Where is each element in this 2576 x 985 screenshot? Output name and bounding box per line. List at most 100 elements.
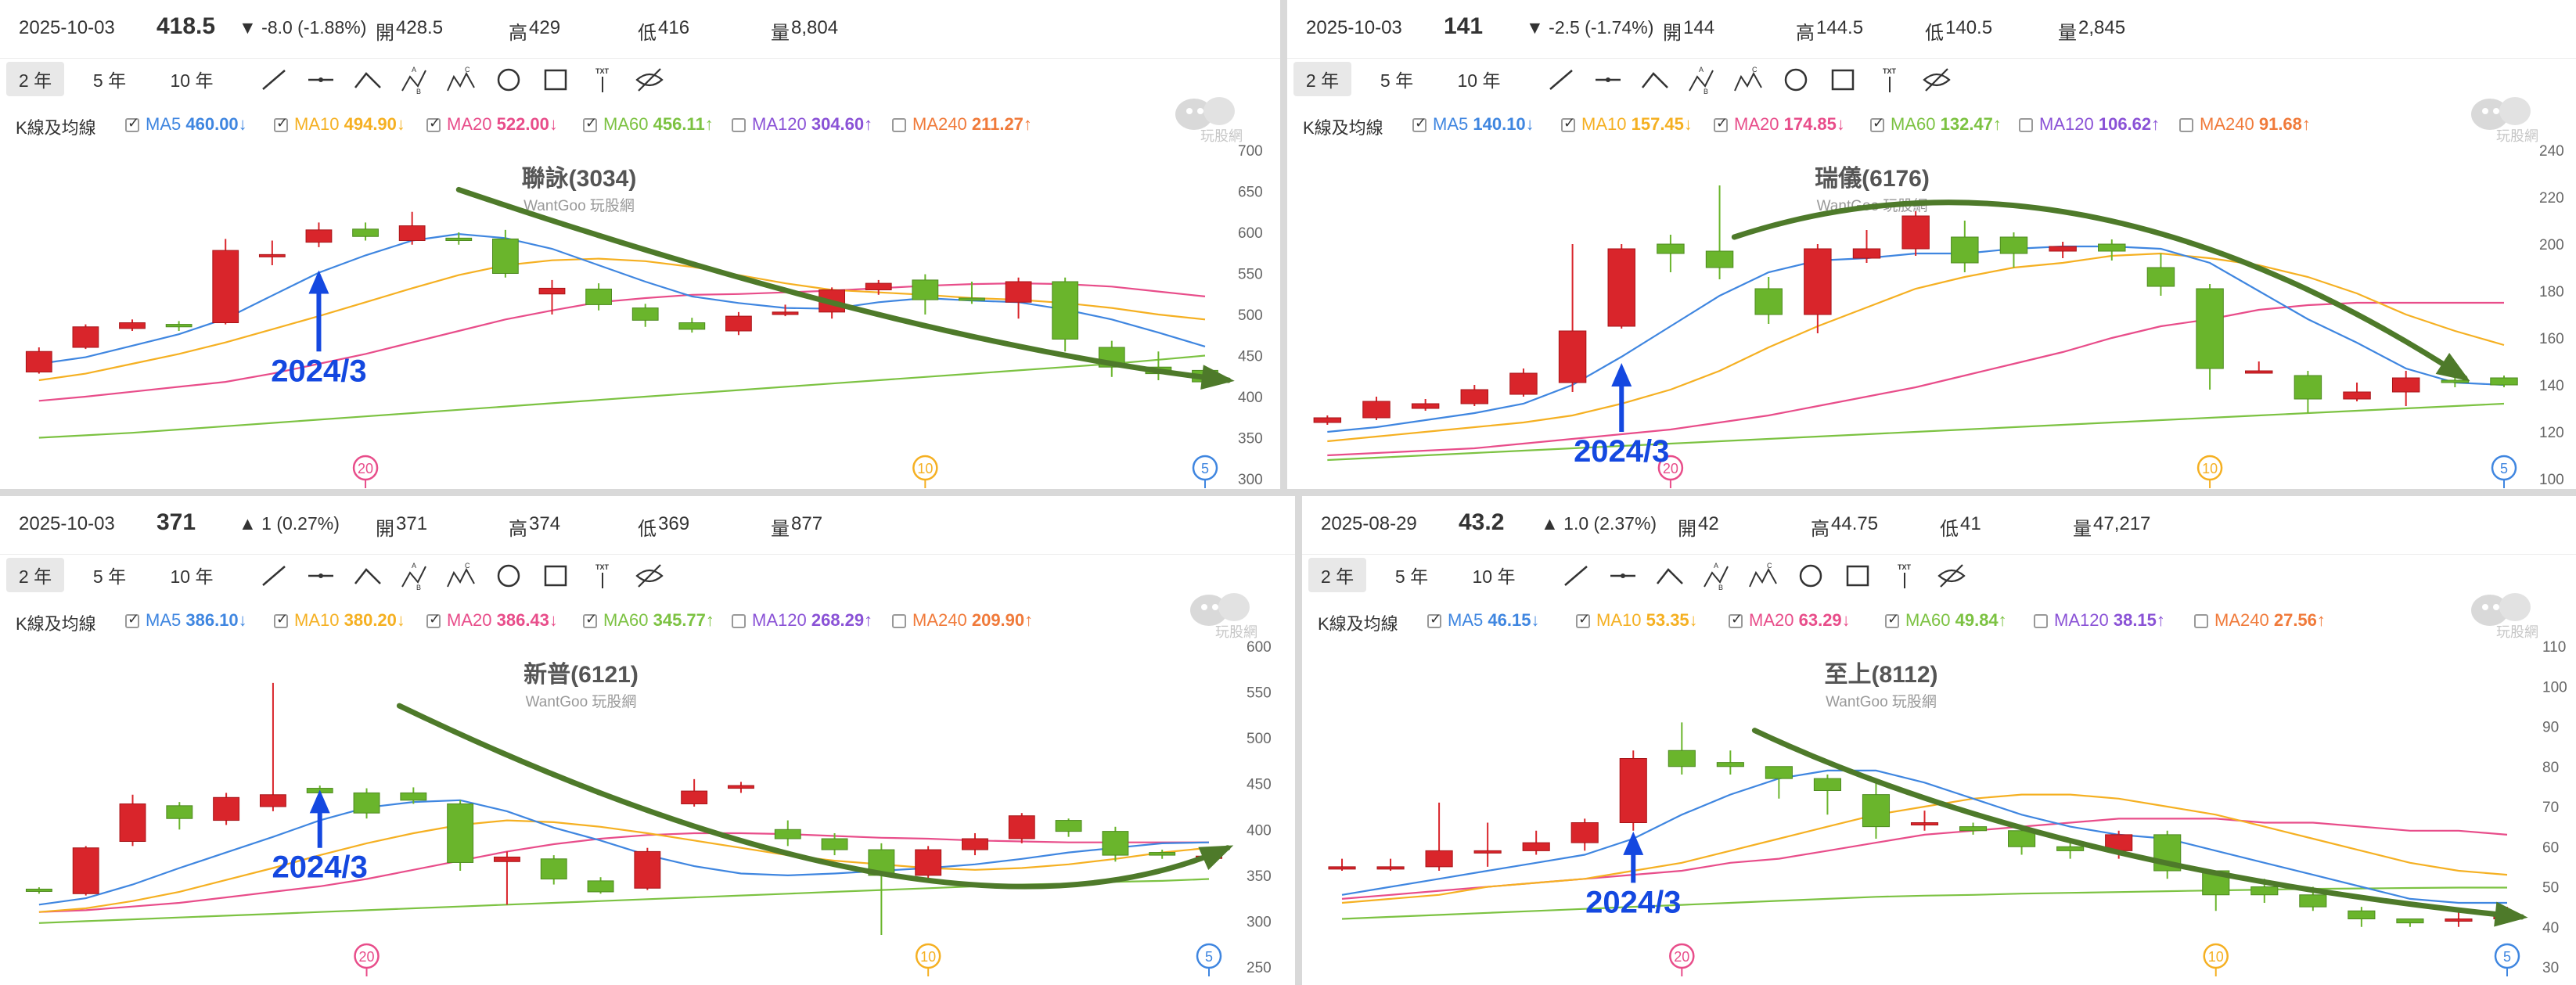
range-button[interactable]: 10 年 (1472, 566, 1516, 587)
angle-tool-icon[interactable] (1639, 64, 1671, 95)
ma-toggle-ma120[interactable]: MA120 304.60↑ (732, 114, 872, 135)
ma-toggle-ma60[interactable]: MA60 49.84↑ (1885, 610, 2007, 631)
hide-drawings-icon[interactable] (1921, 64, 1952, 95)
line-tool-icon[interactable] (258, 560, 290, 591)
ma-toggle-ma60[interactable]: MA60 456.11↑ (583, 114, 714, 135)
checkbox[interactable] (426, 611, 441, 628)
checkbox[interactable] (426, 115, 441, 132)
pattern-abcd-icon[interactable]: C (446, 64, 477, 95)
ma-toggle-ma120[interactable]: MA120 106.62↑ (2019, 114, 2160, 135)
range-button[interactable]: 2 年 (6, 62, 64, 96)
checkbox[interactable] (2034, 614, 2048, 628)
line-tool-icon[interactable] (1560, 560, 1592, 591)
horizontal-line-icon[interactable] (1607, 560, 1639, 591)
checkbox[interactable] (1561, 115, 1575, 132)
checkbox[interactable] (732, 614, 746, 628)
checkbox[interactable] (274, 115, 288, 132)
horizontal-line-icon[interactable] (1592, 64, 1624, 95)
ma-toggle-ma10[interactable]: MA10 53.35↓ (1576, 610, 1698, 631)
horizontal-line-icon[interactable] (305, 64, 336, 95)
pattern-abcd-icon[interactable]: C (1733, 64, 1765, 95)
circle-tool-icon[interactable] (1795, 560, 1826, 591)
hide-drawings-icon[interactable] (634, 64, 665, 95)
ma-toggle-ma5[interactable]: MA5 46.15↓ (1427, 610, 1539, 631)
hide-drawings-icon[interactable] (1936, 560, 1967, 591)
checkbox[interactable] (1714, 115, 1728, 132)
ma-toggle-ma240[interactable]: MA240 211.27↑ (892, 114, 1032, 135)
ma-toggle-ma20[interactable]: MA20 522.00↓ (426, 114, 558, 135)
range-button[interactable]: 5 年 (92, 70, 127, 91)
line-tool-icon[interactable] (1545, 64, 1577, 95)
wantgoo-logo: 玩股網 (1171, 91, 1249, 146)
checkbox[interactable] (732, 118, 746, 132)
checkbox[interactable] (1427, 611, 1441, 628)
checkbox[interactable] (125, 611, 139, 628)
checkbox[interactable] (892, 614, 906, 628)
checkbox[interactable] (892, 118, 906, 132)
checkbox[interactable] (1885, 611, 1899, 628)
angle-tool-icon[interactable] (1654, 560, 1686, 591)
checkbox[interactable] (274, 611, 288, 628)
ma-toggle-ma240[interactable]: MA240 91.68↑ (2179, 114, 2311, 135)
ma-toggle-ma20[interactable]: MA20 174.85↓ (1714, 114, 1845, 135)
range-button[interactable]: 5 年 (1394, 566, 1429, 587)
checkbox[interactable] (1870, 115, 1884, 132)
circle-tool-icon[interactable] (1780, 64, 1811, 95)
checkbox[interactable] (583, 115, 597, 132)
checkbox[interactable] (1576, 611, 1590, 628)
checkbox[interactable] (583, 611, 597, 628)
rectangle-tool-icon[interactable] (540, 560, 571, 591)
svg-text:A: A (1699, 66, 1704, 74)
text-tool-icon[interactable]: TXT (1874, 64, 1905, 95)
range-button[interactable]: 5 年 (92, 566, 127, 587)
horizontal-line-icon[interactable] (305, 560, 336, 591)
ma-toggle-ma20[interactable]: MA20 386.43↓ (426, 610, 558, 631)
ma-toggle-ma60[interactable]: MA60 345.77↑ (583, 610, 714, 631)
circle-tool-icon[interactable] (493, 560, 524, 591)
range-button[interactable]: 10 年 (170, 70, 214, 91)
rectangle-tool-icon[interactable] (540, 64, 571, 95)
volume-label: 量 (2073, 519, 2092, 540)
angle-tool-icon[interactable] (352, 64, 383, 95)
ma-toggle-ma20[interactable]: MA20 63.29↓ (1729, 610, 1851, 631)
pattern-abcd-icon[interactable]: C (446, 560, 477, 591)
ma-toggle-ma240[interactable]: MA240 27.56↑ (2194, 610, 2326, 631)
text-tool-icon[interactable]: TXT (587, 560, 618, 591)
text-tool-icon[interactable]: TXT (1889, 560, 1920, 591)
ma-toggle-ma10[interactable]: MA10 380.20↓ (274, 610, 405, 631)
checkbox[interactable] (1729, 611, 1743, 628)
range-button[interactable]: 10 年 (170, 566, 214, 587)
ma-toggle-ma10[interactable]: MA10 494.90↓ (274, 114, 405, 135)
checkbox[interactable] (2194, 614, 2208, 628)
rectangle-tool-icon[interactable] (1842, 560, 1873, 591)
ma-toggle-ma10[interactable]: MA10 157.45↓ (1561, 114, 1693, 135)
range-button[interactable]: 2 年 (6, 558, 64, 592)
ma-toggle-ma60[interactable]: MA60 132.47↑ (1870, 114, 2002, 135)
checkbox[interactable] (2019, 118, 2033, 132)
ma-toggle-ma5[interactable]: MA5 386.10↓ (125, 610, 247, 631)
range-button[interactable]: 2 年 (1293, 62, 1351, 96)
circle-tool-icon[interactable] (493, 64, 524, 95)
candle-body (1999, 236, 2028, 254)
ma-toggle-ma5[interactable]: MA5 140.10↓ (1412, 114, 1534, 135)
checkbox[interactable] (125, 115, 139, 132)
line-tool-icon[interactable] (258, 64, 290, 95)
ma-toggle-ma120[interactable]: MA120 268.29↑ (732, 610, 872, 631)
checkbox[interactable] (2179, 118, 2193, 132)
ma-toggle-ma240[interactable]: MA240 209.90↑ (892, 610, 1033, 631)
angle-tool-icon[interactable] (352, 560, 383, 591)
checkbox[interactable] (1412, 115, 1427, 132)
ma-toggle-ma120[interactable]: MA120 38.15↑ (2034, 610, 2165, 631)
ma-toggle-ma5[interactable]: MA5 460.00↓ (125, 114, 247, 135)
text-tool-icon[interactable]: TXT (587, 64, 618, 95)
rectangle-tool-icon[interactable] (1827, 64, 1858, 95)
hide-drawings-icon[interactable] (634, 560, 665, 591)
range-button[interactable]: 5 年 (1380, 70, 1414, 91)
pattern-abcd-icon[interactable]: C (1748, 560, 1779, 591)
range-button[interactable]: 10 年 (1457, 70, 1501, 91)
range-button[interactable]: 2 年 (1308, 558, 1366, 592)
